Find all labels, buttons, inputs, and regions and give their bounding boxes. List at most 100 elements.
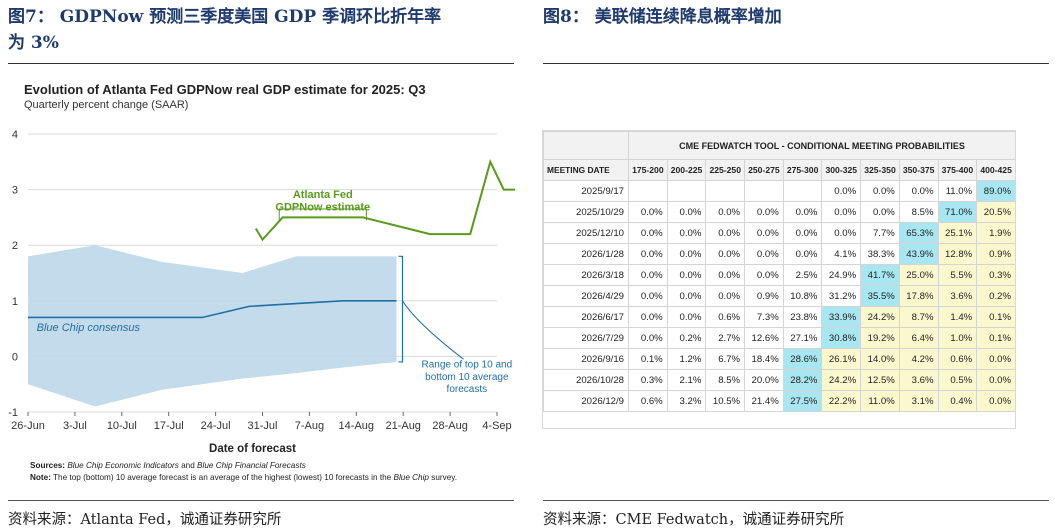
probability-cell: 18.4% — [744, 348, 784, 370]
probability-cell: 17.8% — [898, 285, 939, 307]
probability-cell: 12.8% — [937, 243, 978, 265]
range-label-line2: bottom 10 average — [425, 372, 509, 383]
probability-cell: 30.8% — [821, 327, 862, 349]
probability-cell: 71.0% — [937, 201, 978, 223]
meeting-date-header: MEETING DATE — [543, 159, 629, 181]
y-tick-label: 1 — [12, 296, 18, 308]
probability-cell: 26.1% — [821, 348, 862, 370]
y-tick-label: -1 — [8, 407, 18, 419]
table-title: CME FEDWATCH TOOL - CONDITIONAL MEETING … — [628, 131, 1016, 160]
figure-8-title: 图8： 美联储连续降息概率增加 — [543, 7, 782, 27]
probability-cell: 0.2% — [666, 327, 707, 349]
probability-cell: 6.7% — [705, 348, 746, 370]
probability-cell: 0.0% — [628, 222, 668, 244]
probability-cell — [744, 180, 784, 202]
probability-cell: 0.0% — [782, 201, 823, 223]
probability-cell: 0.0% — [628, 264, 668, 286]
source-left: 资料来源：Atlanta Fed，诚通证券研究所 — [8, 512, 282, 528]
table-corner — [543, 131, 629, 160]
probability-cell: 28.2% — [782, 369, 823, 391]
meeting-date-cell: 2026/4/29 — [543, 285, 629, 307]
column-header-row: MEETING DATE 175-200 200-225 225-250 250-27… — [543, 159, 1016, 181]
x-axis-label: Date of forecast — [209, 443, 296, 455]
probability-cell: 22.2% — [821, 390, 862, 412]
method-note: Note: The top (bottom) 10 average foreca… — [30, 472, 458, 482]
probability-cell: 0.0% — [821, 180, 862, 202]
probability-cell: 4.2% — [898, 348, 939, 370]
probability-cell: 3.6% — [898, 369, 939, 391]
column-header-175-200: 175-200 — [628, 159, 668, 181]
probability-cell: 33.9% — [821, 306, 862, 328]
meeting-date-cell: 2025/9/17 — [543, 180, 629, 202]
probability-cell: 7.3% — [744, 306, 784, 328]
probability-cell: 6.4% — [898, 327, 939, 349]
x-tick-label: 21-Aug — [385, 420, 420, 432]
probability-cell: 0.0% — [666, 306, 707, 328]
y-tick-label: 3 — [12, 185, 18, 197]
probability-cell: 2.7% — [705, 327, 746, 349]
column-header-325-350: 325-350 — [860, 159, 900, 181]
probability-cell: 24.2% — [860, 306, 900, 328]
probability-cell: 10.5% — [705, 390, 746, 412]
figure-7-title: 图7： GDPNow 预测三季度美国 GDP 季调环比折年率 为 3% — [8, 4, 441, 56]
y-tick-label: 0 — [12, 351, 18, 363]
probability-cell: 0.9% — [744, 285, 784, 307]
y-tick-label: 2 — [12, 240, 18, 252]
probability-cell: 10.8% — [782, 285, 823, 307]
y-tick-label: 4 — [12, 129, 18, 141]
meeting-date-cell: 2026/9/16 — [543, 348, 629, 370]
probability-cell: 41.7% — [860, 264, 900, 286]
table-row: 2026/7/29 0.0% 0.2% 2.7% 12.6% 27.1% 30.8% 19.2… — [543, 327, 1016, 349]
table-body: 2025/9/17 0.0% 0.0% 0.0% 11.0% 89.0% 2025/10/2… — [543, 180, 1016, 412]
table-row: 2026/12/9 0.6% 3.2% 10.5% 21.4% 27.5% 22.2% 11.… — [543, 390, 1016, 412]
meeting-date-cell: 2026/12/9 — [543, 390, 629, 412]
probability-cell: 0.0% — [898, 180, 939, 202]
x-tick-label: 31-Jul — [248, 420, 278, 432]
probability-cell: 0.1% — [628, 348, 668, 370]
column-header-200-225: 200-225 — [666, 159, 707, 181]
probability-cell: 0.6% — [705, 306, 746, 328]
x-tick-label: 14-Aug — [339, 420, 374, 432]
meeting-date-cell: 2026/3/18 — [543, 264, 629, 286]
source-right: 资料来源：CME Fedwatch，诚通证券研究所 — [543, 512, 845, 528]
probability-cell: 4.1% — [821, 243, 862, 265]
gdpnow-label-line2: GDPNow estimate — [275, 202, 370, 214]
figure-7-title-line1: 图7： GDPNow 预测三季度美国 GDP 季调环比折年率 — [8, 7, 442, 27]
x-tick-label: 4-Sep — [482, 420, 511, 432]
probability-cell: 0.0% — [744, 264, 784, 286]
meeting-date-cell: 2026/6/17 — [543, 306, 629, 328]
probability-cell: 0.0% — [860, 180, 900, 202]
chart-subtitle: Quarterly percent change (SAAR) — [24, 99, 189, 111]
probability-cell: 20.0% — [744, 369, 784, 391]
probability-cell: 0.3% — [976, 264, 1016, 286]
probability-cell: 7.7% — [860, 222, 900, 244]
column-header-300-325: 300-325 — [821, 159, 862, 181]
probability-cell: 0.0% — [628, 201, 668, 223]
probability-cell: 0.0% — [821, 201, 862, 223]
probability-cell: 12.6% — [744, 327, 784, 349]
probability-cell: 0.3% — [628, 369, 668, 391]
source-divider-right — [543, 500, 1049, 501]
table-row: 2026/10/28 0.3% 2.1% 8.5% 20.0% 28.2% 24.2% 12.… — [543, 369, 1016, 391]
probability-cell — [705, 180, 746, 202]
column-header-225-250: 225-250 — [705, 159, 746, 181]
probability-cell: 20.5% — [976, 201, 1016, 223]
probability-cell: 21.4% — [744, 390, 784, 412]
probability-cell: 11.0% — [937, 180, 978, 202]
probability-cell: 0.0% — [666, 285, 707, 307]
probability-cell: 0.0% — [666, 222, 707, 244]
column-header-350-375: 350-375 — [898, 159, 939, 181]
x-tick-label: 26-Jun — [11, 420, 45, 432]
probability-cell: 0.9% — [976, 243, 1016, 265]
chart-title: Evolution of Atlanta Fed GDPNow real GDP… — [24, 82, 426, 97]
column-header-375-400: 375-400 — [937, 159, 978, 181]
probability-cell: 1.9% — [976, 222, 1016, 244]
probability-cell — [666, 180, 707, 202]
probability-cell: 31.2% — [821, 285, 862, 307]
probability-cell: 28.6% — [782, 348, 823, 370]
probability-cell: 27.1% — [782, 327, 823, 349]
probability-cell: 8.5% — [705, 369, 746, 391]
probability-cell: 25.1% — [937, 222, 978, 244]
probability-cell: 65.3% — [898, 222, 939, 244]
probability-cell: 0.0% — [628, 243, 668, 265]
